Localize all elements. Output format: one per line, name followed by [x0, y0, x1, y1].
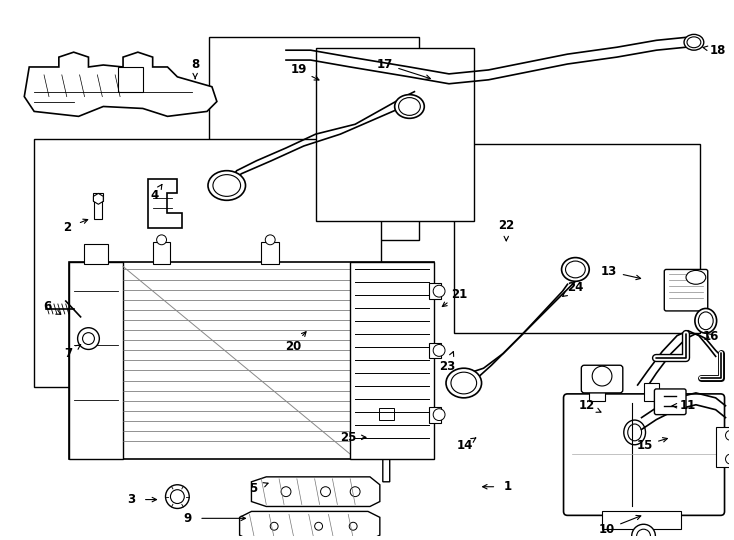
Ellipse shape: [695, 308, 716, 333]
Ellipse shape: [213, 174, 241, 197]
Circle shape: [350, 487, 360, 497]
Bar: [69, 261, 434, 459]
Text: 21: 21: [451, 288, 467, 301]
Text: 15: 15: [636, 438, 653, 452]
Text: 5: 5: [250, 482, 258, 495]
Ellipse shape: [684, 35, 704, 50]
Bar: [118, 67, 143, 92]
Circle shape: [433, 285, 445, 297]
Bar: [93, 193, 103, 201]
Circle shape: [270, 522, 278, 530]
Text: 19: 19: [291, 63, 307, 77]
Ellipse shape: [628, 424, 642, 441]
Text: 16: 16: [702, 330, 719, 343]
Text: 7: 7: [65, 347, 73, 360]
Bar: [84, 244, 108, 264]
Bar: [454, 144, 700, 333]
Circle shape: [725, 430, 734, 440]
Bar: [69, 261, 123, 459]
Bar: [350, 261, 434, 459]
FancyBboxPatch shape: [581, 365, 623, 393]
Ellipse shape: [446, 368, 482, 398]
Bar: [34, 139, 382, 387]
Polygon shape: [375, 309, 402, 482]
Polygon shape: [24, 52, 217, 116]
FancyBboxPatch shape: [664, 269, 708, 311]
Text: 12: 12: [579, 399, 595, 412]
Text: 11: 11: [680, 399, 696, 412]
Bar: [716, 428, 733, 467]
Ellipse shape: [208, 171, 245, 200]
Text: 17: 17: [377, 58, 393, 71]
Text: 24: 24: [567, 281, 584, 294]
Circle shape: [281, 487, 291, 497]
Text: 3: 3: [127, 493, 135, 506]
Text: 1: 1: [504, 480, 512, 493]
Bar: [95, 201, 102, 219]
Text: 14: 14: [457, 438, 473, 452]
Ellipse shape: [451, 372, 476, 394]
Polygon shape: [239, 511, 379, 540]
Circle shape: [265, 235, 275, 245]
Ellipse shape: [698, 312, 713, 330]
Text: 25: 25: [340, 431, 357, 444]
Text: 10: 10: [599, 523, 615, 536]
Circle shape: [349, 522, 357, 530]
Polygon shape: [252, 477, 379, 507]
Circle shape: [632, 524, 655, 540]
Bar: [589, 383, 605, 401]
Bar: [153, 242, 170, 264]
Ellipse shape: [686, 271, 706, 284]
Polygon shape: [93, 193, 103, 204]
Bar: [429, 342, 441, 359]
Text: 18: 18: [710, 44, 726, 57]
Circle shape: [170, 490, 184, 503]
Circle shape: [433, 345, 445, 356]
Text: 13: 13: [601, 265, 617, 278]
Circle shape: [725, 454, 734, 464]
Circle shape: [82, 333, 95, 345]
Circle shape: [321, 487, 330, 497]
Circle shape: [433, 409, 445, 421]
Text: 20: 20: [285, 340, 301, 353]
Ellipse shape: [687, 37, 701, 48]
Circle shape: [78, 328, 99, 349]
Circle shape: [315, 522, 322, 530]
Polygon shape: [148, 179, 182, 228]
Bar: [379, 408, 393, 420]
Bar: [261, 242, 279, 264]
Bar: [602, 511, 681, 529]
Circle shape: [166, 485, 189, 509]
Ellipse shape: [562, 258, 589, 281]
Text: 4: 4: [150, 189, 159, 202]
Ellipse shape: [624, 420, 645, 445]
Ellipse shape: [395, 94, 424, 118]
Bar: [429, 407, 441, 422]
Text: 2: 2: [62, 221, 70, 234]
Text: 9: 9: [183, 512, 192, 525]
Ellipse shape: [565, 261, 585, 278]
Bar: [644, 383, 659, 401]
Bar: [316, 48, 474, 221]
Text: 6: 6: [43, 300, 51, 314]
Bar: [209, 37, 419, 240]
Text: 8: 8: [191, 58, 199, 71]
Bar: [429, 284, 441, 299]
Text: 22: 22: [498, 219, 515, 232]
Circle shape: [636, 529, 650, 540]
Circle shape: [592, 366, 612, 386]
Circle shape: [156, 235, 167, 245]
Text: 23: 23: [439, 360, 455, 373]
FancyBboxPatch shape: [564, 394, 724, 515]
Ellipse shape: [399, 98, 421, 116]
FancyBboxPatch shape: [655, 389, 686, 415]
